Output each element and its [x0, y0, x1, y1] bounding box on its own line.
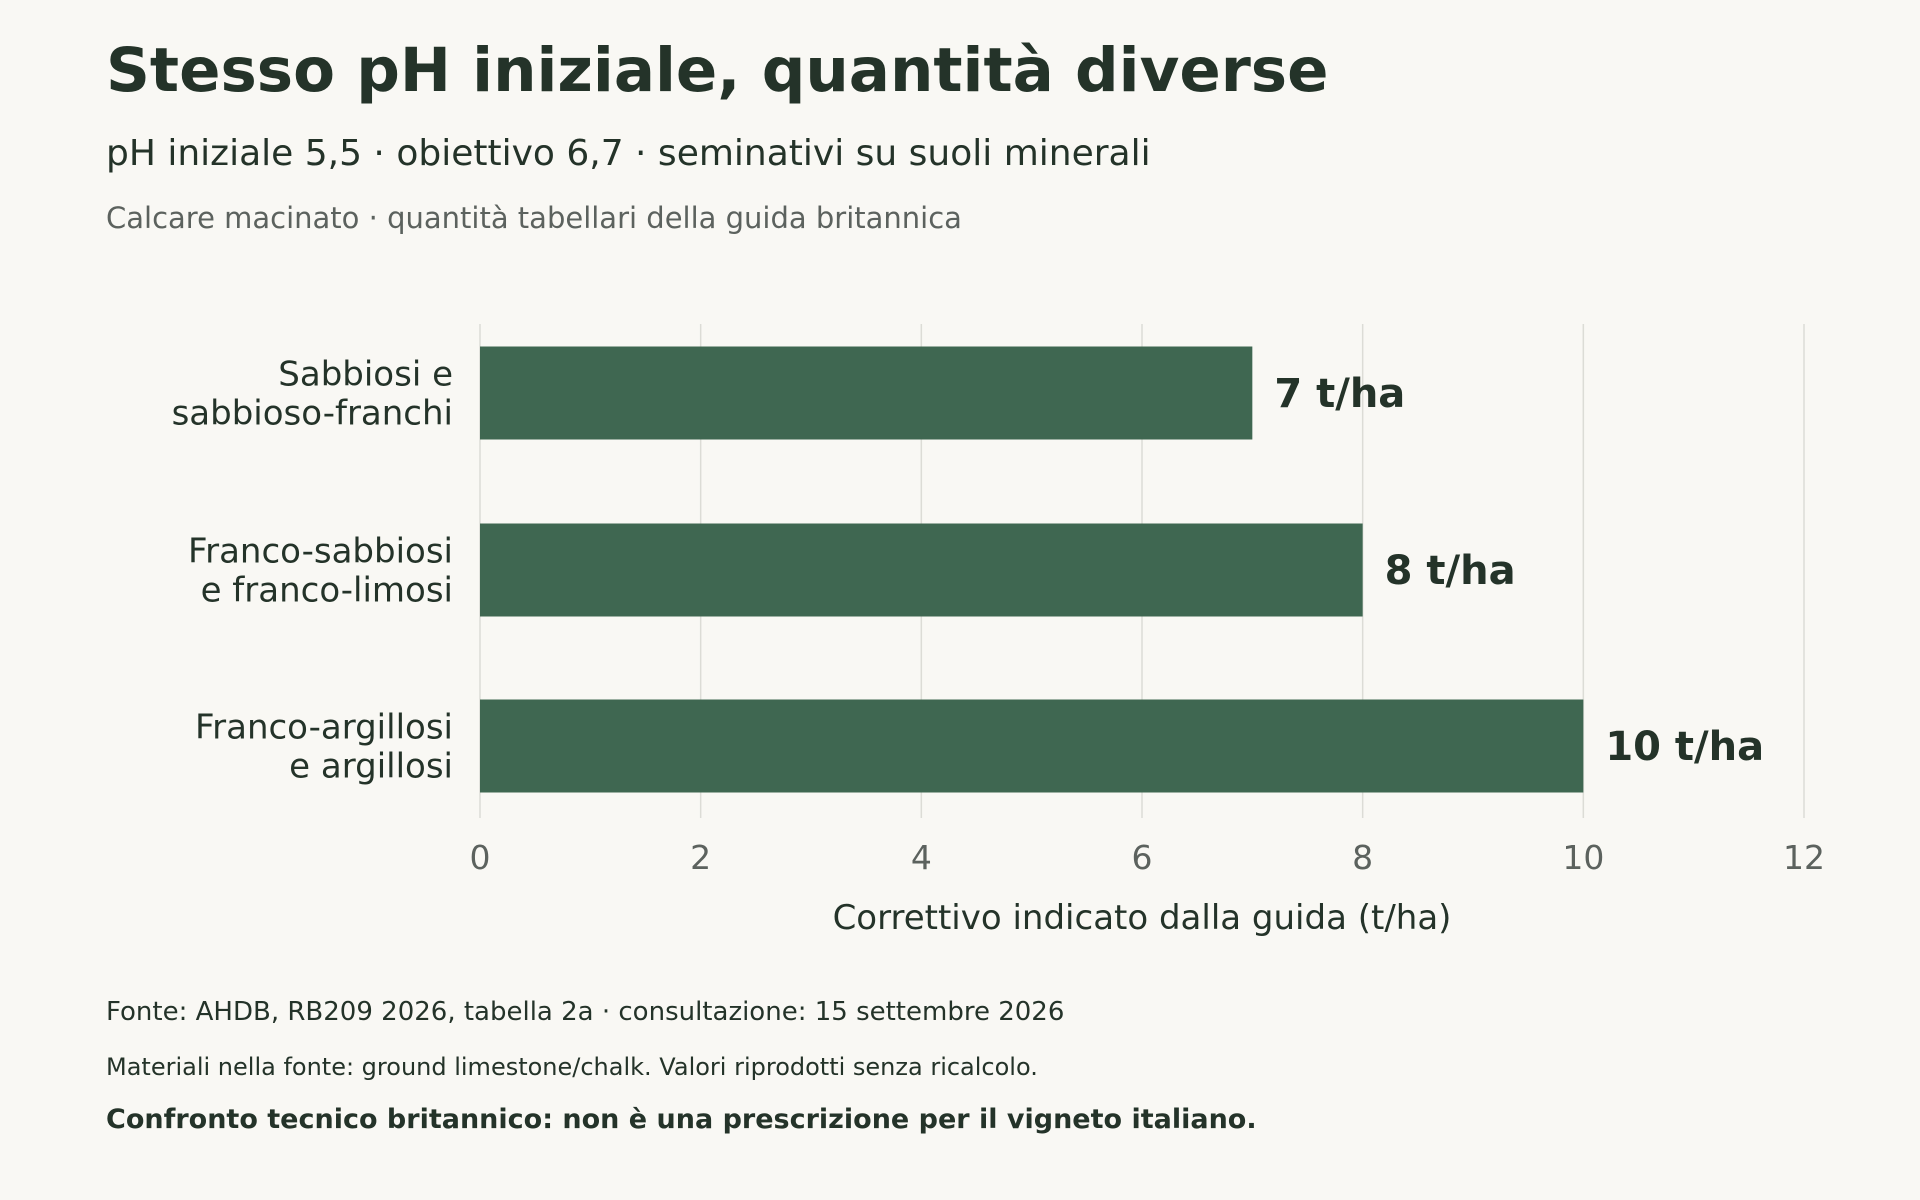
value-label-2: 8 t/ha — [1385, 548, 1516, 594]
chart-title: Stesso pH iniziale, quantità diverse — [106, 35, 1329, 106]
category-label-line: e argillosi — [289, 747, 453, 787]
bar-1 — [480, 346, 1253, 440]
x-tick-label: 12 — [1783, 838, 1825, 877]
bar-3 — [480, 699, 1584, 793]
category-label-line: e franco-limosi — [201, 571, 453, 611]
disclaimer-note: Confronto tecnico britannico: non è una … — [106, 1104, 1257, 1135]
value-label-1: 7 t/ha — [1274, 371, 1405, 417]
labels: 0 2 4 6 8 10 12 7 t/ha Sabbiosi e sabbioso-franch… — [172, 355, 1825, 939]
bars — [480, 346, 1584, 793]
category-label-line: Sabbiosi e — [278, 355, 453, 395]
materials-note: Materiali nella fonte: ground limestone/… — [106, 1053, 1038, 1081]
category-label-line: Franco-sabbiosi — [188, 532, 453, 572]
bar-2 — [480, 523, 1363, 617]
category-label-line: sabbioso-franchi — [172, 394, 453, 434]
x-tick-label: 6 — [1132, 838, 1153, 877]
category-label-3: Franco-argillosi e argillosi — [195, 708, 453, 787]
x-tick-label: 10 — [1562, 838, 1604, 877]
category-label-line: Franco-argillosi — [195, 708, 453, 748]
x-tick-label: 4 — [911, 838, 932, 877]
x-tick-label: 2 — [690, 838, 711, 877]
x-tick-label: 0 — [470, 838, 491, 877]
category-label-1: Sabbiosi e sabbioso-franchi — [172, 355, 453, 434]
value-label-3: 10 t/ha — [1605, 724, 1764, 770]
source-note: Fonte: AHDB, RB209 2026, tabella 2a · co… — [106, 997, 1065, 1027]
chart-caption: Calcare macinato · quantità tabellari de… — [106, 201, 962, 235]
x-axis-title: Correttivo indicato dalla guida (t/ha) — [833, 898, 1452, 938]
x-tick-label: 8 — [1352, 838, 1373, 877]
category-label-2: Franco-sabbiosi e franco-limosi — [188, 532, 453, 611]
chart-subtitle: pH iniziale 5,5 · obiettivo 6,7 · semina… — [106, 133, 1151, 174]
